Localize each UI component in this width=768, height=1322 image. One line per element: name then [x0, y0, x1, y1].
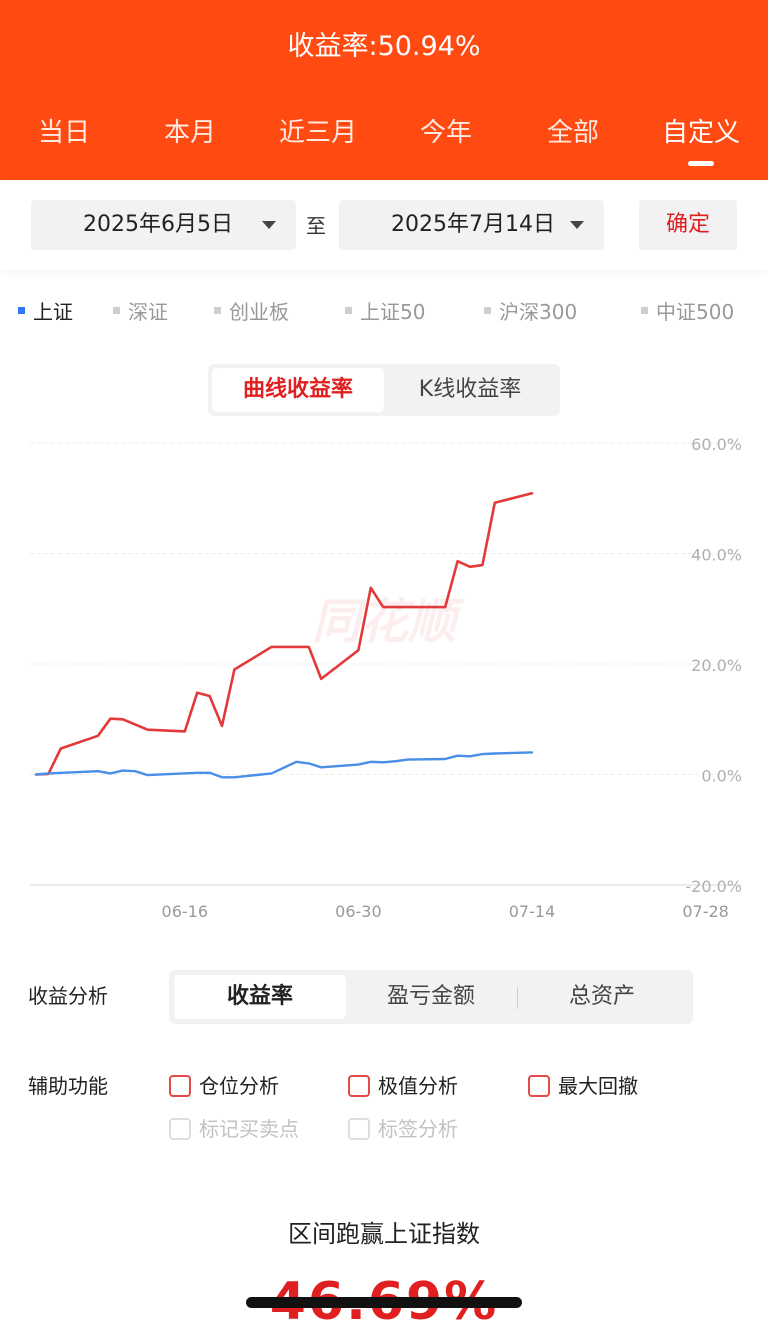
page-title: 收益率:50.94% [287, 31, 481, 62]
start-date-value: 2025年6月5日 [83, 212, 233, 237]
position-analysis-checkbox[interactable]: 仓位分析 [169, 1070, 279, 1099]
tab-divider [517, 987, 518, 1009]
y-tick-label: 20.0% [691, 656, 742, 675]
period-tabs: 当日 本月 近三月 今年 全部 自定义 [0, 112, 768, 172]
tab-last-three-months[interactable]: 近三月 [278, 118, 357, 148]
start-date-select[interactable]: 2025年6月5日 [31, 200, 296, 250]
index-option-csi500[interactable]: 中证500 [641, 296, 734, 325]
tab-custom[interactable]: 自定义 [661, 118, 740, 148]
index-option-shanghai[interactable]: 上证 [18, 296, 73, 325]
legend-dot-icon [641, 307, 648, 314]
x-tick-label: 07-14 [509, 902, 556, 921]
y-tick-label: 40.0% [691, 546, 742, 565]
caret-down-icon [262, 221, 276, 229]
curve-return-button[interactable]: 曲线收益率 [212, 368, 384, 412]
confirm-button[interactable]: 确定 [639, 200, 737, 250]
tag-analysis-checkbox: 标签分析 [348, 1113, 458, 1142]
end-date-value: 2025年7月14日 [391, 212, 555, 237]
trade-marker-checkbox: 标记买卖点 [169, 1113, 299, 1142]
tab-this-year[interactable]: 今年 [419, 118, 472, 148]
return-chart[interactable]: 60.0% 40.0% 20.0% 0.0% -20.0% 06-16 06-30 07-14… [0, 420, 768, 930]
index-option-shenzhen[interactable]: 深证 [113, 296, 168, 325]
analysis-tabs: 收益率 盈亏金额 总资产 [169, 970, 693, 1024]
legend-dot-icon [214, 307, 221, 314]
index-selector: 上证 深证 创业板 上证50 沪深300 中证500 [0, 296, 768, 328]
checkbox-icon [169, 1074, 191, 1097]
checkbox-icon [348, 1117, 370, 1140]
tab-total-assets[interactable]: 总资产 [568, 984, 635, 1009]
portfolio-return-line [34, 492, 534, 776]
tab-all[interactable]: 全部 [546, 118, 599, 148]
aux-label: 辅助功能 [28, 1074, 108, 1098]
legend-dot-icon [484, 307, 491, 314]
y-tick-label: 0.0% [701, 767, 742, 786]
caret-down-icon [570, 221, 584, 229]
analysis-label: 收益分析 [28, 984, 108, 1008]
x-tick-label: 06-30 [335, 902, 382, 921]
index-option-csi300[interactable]: 沪深300 [484, 296, 577, 325]
date-range-bar: 2025年6月5日 至 2025年7月14日 确定 [0, 180, 768, 270]
max-drawdown-checkbox[interactable]: 最大回撤 [528, 1070, 638, 1099]
chart-mode-toggle: 曲线收益率 K线收益率 [208, 364, 560, 416]
tab-profit-amount[interactable]: 盈亏金额 [386, 984, 475, 1009]
tab-today[interactable]: 当日 [37, 118, 90, 148]
active-tab-indicator [688, 161, 714, 166]
legend-dot-icon [345, 307, 352, 314]
checkbox-icon [528, 1074, 550, 1097]
tab-return-rate[interactable]: 收益率 [174, 975, 346, 1019]
x-tick-label: 07-28 [682, 902, 729, 921]
outperform-title: 区间跑赢上证指数 [288, 1220, 480, 1248]
legend-dot-icon [113, 307, 120, 314]
index-option-chinext[interactable]: 创业板 [214, 296, 289, 325]
watermark-logo: 同花顺 [312, 594, 465, 650]
date-separator-label: 至 [306, 214, 326, 238]
index-return-line [34, 751, 534, 779]
kline-return-button[interactable]: K线收益率 [418, 377, 522, 402]
legend-dot-icon [18, 307, 25, 314]
index-option-sse50[interactable]: 上证50 [345, 296, 425, 325]
x-tick-label: 06-16 [162, 902, 209, 921]
home-indicator [246, 1297, 522, 1308]
checkbox-icon [169, 1117, 191, 1140]
y-tick-label: -20.0% [685, 877, 742, 896]
checkbox-icon [348, 1074, 370, 1097]
header-bar: 收益率:50.94% 当日 本月 近三月 今年 全部 自定义 [0, 0, 768, 180]
extreme-analysis-checkbox[interactable]: 极值分析 [348, 1070, 458, 1099]
y-tick-label: 60.0% [691, 435, 742, 454]
end-date-select[interactable]: 2025年7月14日 [339, 200, 604, 250]
tab-this-month[interactable]: 本月 [163, 118, 216, 148]
